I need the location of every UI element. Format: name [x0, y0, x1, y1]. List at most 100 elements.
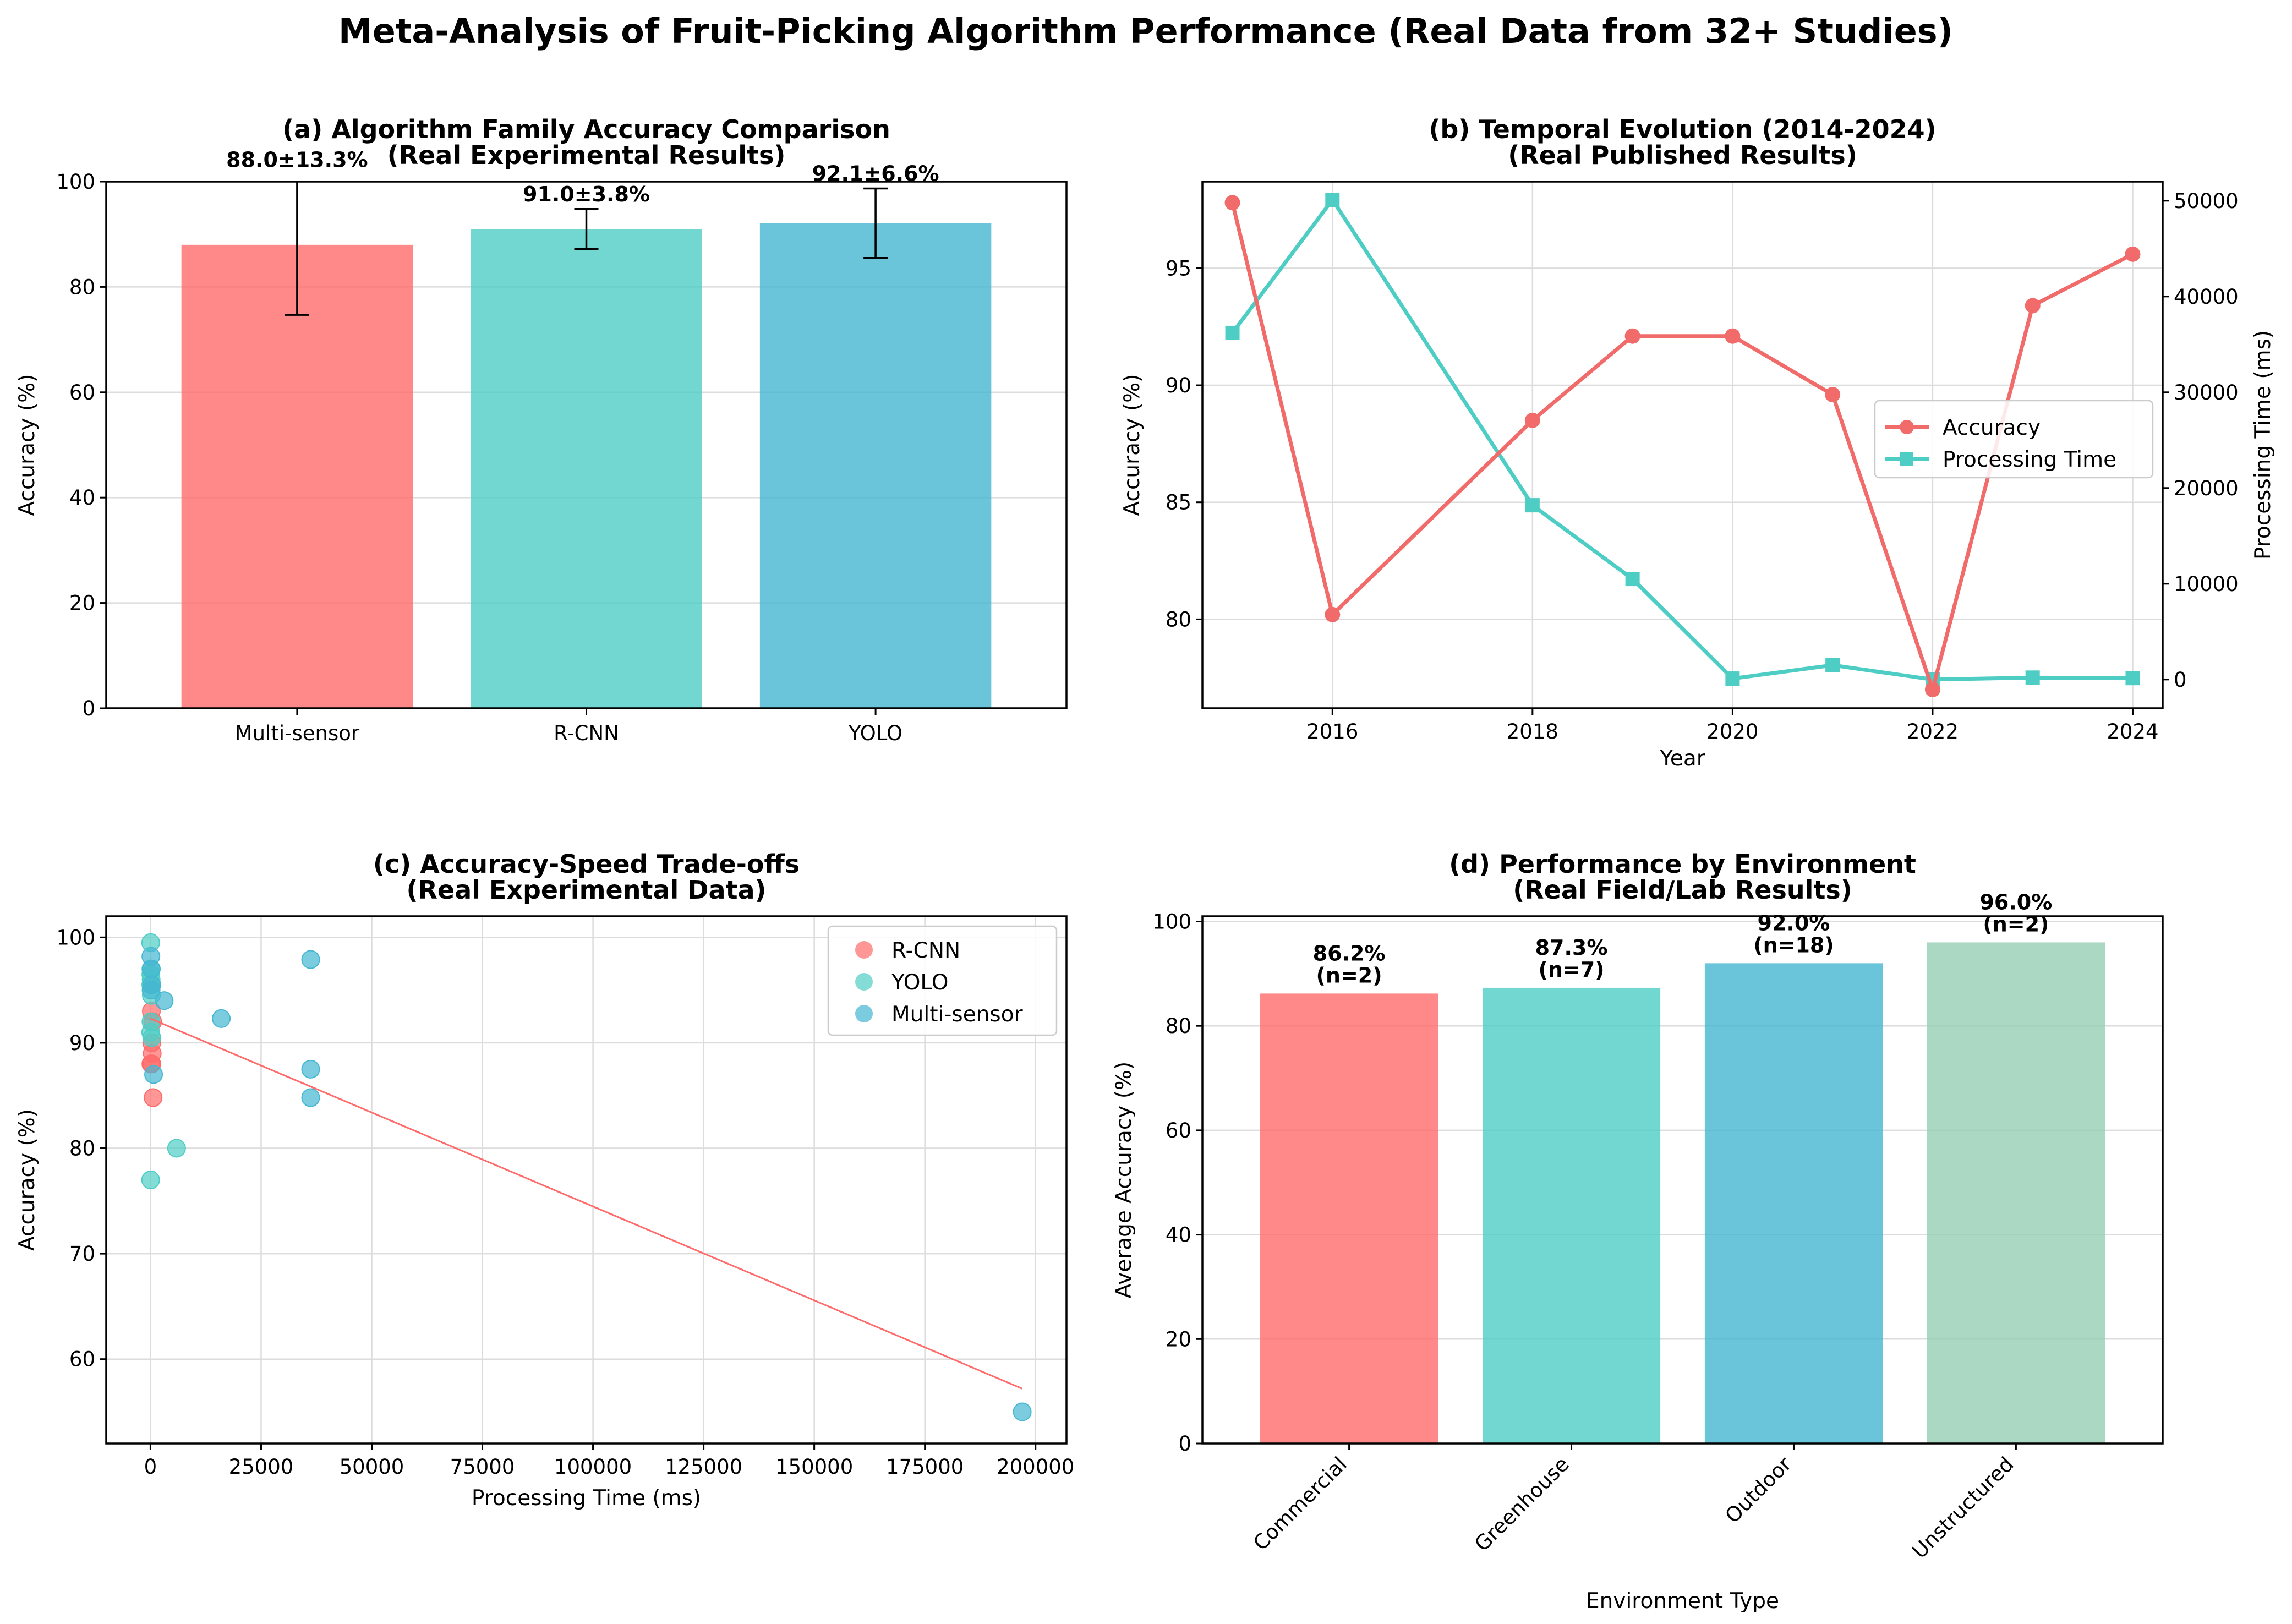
- y-axis-label: Accuracy (%): [1120, 374, 1145, 516]
- x-tick-label: 2016: [1306, 720, 1358, 743]
- processing-time-point: [1325, 193, 1340, 207]
- y-tick-label: 90: [1166, 374, 1191, 397]
- processing-time-point: [1825, 658, 1840, 672]
- panel-a-algorithm-accuracy: 0 20 40 60 80 100 Accuracy (%) 88.0±13.3% Multi-…: [15, 114, 1068, 745]
- y-tick-label: 60: [69, 381, 95, 404]
- bar-value-label: 87.3%: [1535, 936, 1608, 960]
- legend-box: [827, 925, 1058, 1036]
- processing-time-point: [1525, 498, 1540, 513]
- x-tick-label: Commercial: [1249, 1452, 1352, 1555]
- x-tick-label: 150000: [775, 1455, 853, 1479]
- x-tick-label: 125000: [665, 1455, 742, 1479]
- bar: [1704, 963, 1883, 1443]
- y-right-tick-label: 0: [2174, 668, 2187, 692]
- legend-label: R-CNN: [891, 938, 960, 963]
- bar-value-label: 88.0±13.3%: [226, 148, 368, 172]
- scatter-point: [142, 959, 161, 978]
- legend-marker: [855, 941, 873, 959]
- y-tick-label: 0: [1178, 1432, 1191, 1456]
- plot-frame: [105, 915, 1068, 1445]
- scatter-point: [301, 1059, 320, 1079]
- y-right-tick-label: 10000: [2174, 572, 2239, 596]
- y-right-tick-label: 50000: [2174, 189, 2239, 213]
- plot-frame: [105, 181, 1068, 709]
- legend-accuracy-marker: [1900, 420, 1914, 434]
- figure-title: Meta-Analysis of Fruit-Picking Algorithm…: [338, 11, 1953, 51]
- bar-count-label: (n=18): [1753, 933, 1834, 957]
- scatter-point: [141, 1171, 160, 1189]
- y-right-tick-label: 30000: [2174, 381, 2239, 404]
- accuracy-point: [1624, 328, 1640, 344]
- panel-title-line1: (b) Temporal Evolution (2014-2024): [1429, 114, 1936, 144]
- y-tick-label: 95: [1166, 256, 1191, 280]
- panel-title-line2: (Real Experimental Data): [406, 875, 766, 905]
- scatter-point: [301, 1088, 320, 1107]
- legend-time-label: Processing Time: [1943, 447, 2116, 472]
- y-axis-label: Accuracy (%): [15, 1109, 40, 1251]
- bar: [1482, 987, 1661, 1443]
- x-axis-label: Year: [1659, 746, 1706, 771]
- bar: [1927, 942, 2105, 1443]
- accuracy-point: [1524, 412, 1540, 428]
- processing-time-point: [1625, 572, 1640, 587]
- panel-c-accuracy-speed: 0 25000 50000 75000 100000 125000 150000 175000…: [15, 849, 1074, 1511]
- panel-title-line2: (Real Field/Lab Results): [1513, 875, 1852, 905]
- accuracy-point: [1924, 681, 1940, 697]
- x-tick-label: Unstructured: [1907, 1452, 2018, 1563]
- y-tick-label: 0: [82, 697, 95, 720]
- y-tick-label: 40: [1166, 1223, 1191, 1247]
- processing-time-point: [2025, 670, 2040, 685]
- panel-title-line1: (a) Algorithm Family Accuracy Comparison: [282, 114, 890, 144]
- x-tick-label: 2024: [2107, 720, 2158, 743]
- y-tick-label: 20: [69, 592, 95, 615]
- x-tick-label: 2020: [1706, 720, 1758, 743]
- x-axis-label: Processing Time (ms): [472, 1486, 701, 1511]
- y-tick-label: 80: [69, 275, 95, 299]
- bar-value-label: 92.0%: [1758, 911, 1830, 935]
- bar-value-label: 91.0±3.8%: [523, 182, 650, 206]
- y-axis-label: Accuracy (%): [15, 374, 40, 516]
- y-tick-label: 80: [1166, 608, 1191, 631]
- legend: Accuracy Processing Time: [1874, 400, 2154, 479]
- x-tick-label: 200000: [997, 1455, 1074, 1479]
- legend-accuracy-label: Accuracy: [1943, 415, 2041, 440]
- x-tick-label: 25000: [229, 1455, 294, 1479]
- panel-title-line2: (Real Published Results): [1508, 140, 1857, 170]
- legend-marker: [855, 1005, 873, 1022]
- accuracy-point: [2125, 246, 2141, 262]
- scatter-point: [212, 1009, 231, 1028]
- bar: [181, 244, 413, 709]
- panel-title-line2: (Real Experimental Results): [387, 140, 786, 170]
- y-axis-label: Average Accuracy (%): [1112, 1062, 1136, 1299]
- bar-value-label: 96.0%: [1979, 890, 2052, 914]
- scatter-point: [142, 1028, 161, 1047]
- y-right-axis-label: Processing Time (ms): [2251, 330, 2275, 560]
- x-tick-label: Greenhouse: [1470, 1452, 1574, 1556]
- x-tick-label: YOLO: [848, 721, 902, 745]
- y-tick-label: 90: [69, 1031, 95, 1055]
- y-tick-label: 20: [1166, 1327, 1191, 1351]
- panel-title-line1: (c) Accuracy-Speed Trade-offs: [373, 849, 800, 879]
- y-tick-label: 80: [69, 1137, 95, 1161]
- scatter-point: [144, 1065, 163, 1084]
- bar: [471, 229, 702, 708]
- y-right-tick-label: 40000: [2174, 285, 2239, 309]
- bar: [1260, 993, 1438, 1443]
- accuracy-point: [1825, 387, 1841, 403]
- y-tick-label: 70: [69, 1242, 95, 1266]
- x-tick-label: 0: [144, 1455, 157, 1479]
- scatter-point: [141, 981, 161, 1000]
- legend-label: Multi-sensor: [891, 1002, 1024, 1027]
- x-tick-label: 175000: [886, 1455, 964, 1479]
- trend-line: [150, 1018, 1023, 1390]
- x-tick-label: Multi-sensor: [235, 721, 360, 745]
- scatter-point: [301, 950, 320, 969]
- scatter-point: [1013, 1402, 1032, 1421]
- scatter-point: [155, 991, 174, 1010]
- x-axis-label: Environment Type: [1586, 1589, 1779, 1614]
- y-tick-label: 100: [1152, 910, 1191, 933]
- processing-time-point: [2125, 671, 2140, 686]
- x-tick-label: R-CNN: [554, 721, 619, 745]
- accuracy-point: [1725, 328, 1741, 344]
